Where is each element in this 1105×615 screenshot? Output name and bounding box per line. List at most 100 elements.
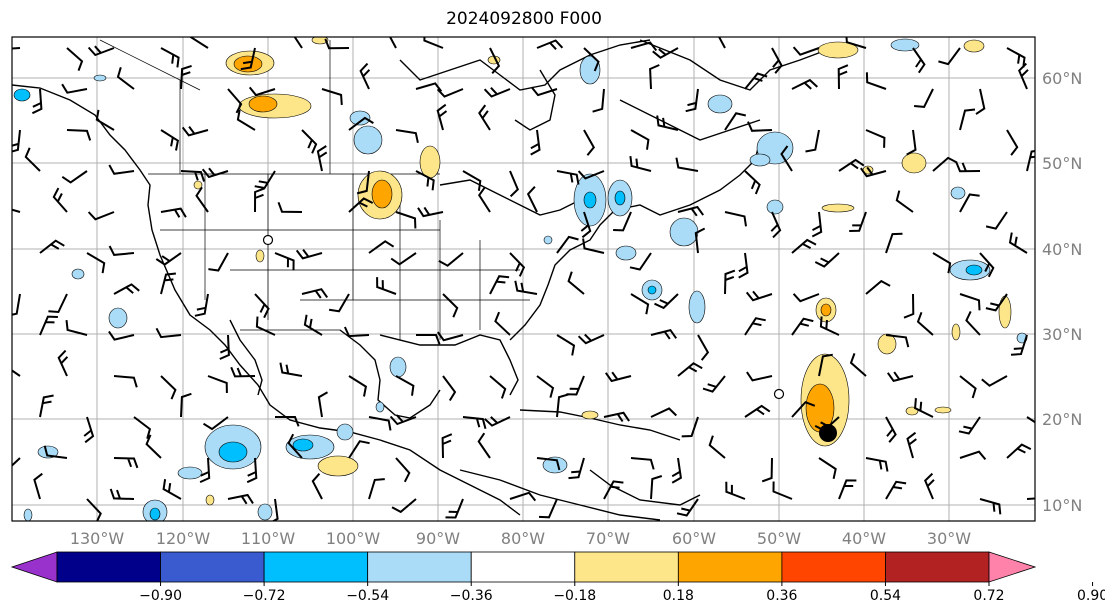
wind-barb [87,45,115,57]
wind-barb [483,87,511,98]
wind-barb [108,164,135,175]
wind-barb [442,375,457,402]
wind-barb [791,317,814,336]
wind-barb [656,115,679,131]
wind-barb [536,375,555,398]
wind-barb [395,211,417,229]
colorbar-segment [781,551,886,583]
wind-barb [744,404,771,418]
wind-barb [324,38,350,50]
colorbar-tick-label: 0.90 [1077,588,1105,604]
wind-barb [12,129,21,153]
wind-barb [162,479,182,500]
wind-barb [180,64,192,90]
wind-barb [791,238,817,254]
wind-barb [113,375,138,388]
wind-barb [630,293,650,315]
wind-barb [301,288,329,299]
wind-barb [445,498,464,519]
wind-barb [113,283,140,295]
wind-barb [603,480,624,500]
wind-barb [924,472,935,500]
graticule [12,37,1035,521]
wind-barb [61,170,88,184]
wind-barb [738,252,749,279]
wind-barb [395,375,415,396]
wind-barb [903,293,915,319]
wind-barb [959,375,977,399]
wind-barb [577,333,605,345]
colorbar-segment [263,551,369,583]
wind-barb [31,88,43,115]
wind-barb [12,293,21,316]
wind-barb [792,293,820,303]
wind-barb [348,375,368,397]
colorbar-tick-label: −0.54 [346,588,389,604]
wind-barb [895,190,914,213]
wind-barb [761,457,773,483]
wind-barb [613,211,632,232]
wind-barb [526,186,538,213]
wind-barb [52,187,68,213]
latitude-labels: 60°N 50°N 40°N 30°N 20°N 10°N [1042,69,1082,515]
wind-barb [271,498,279,521]
wind-barb [133,416,152,439]
wind-barb [484,416,511,427]
wind-barb [536,39,564,50]
wind-barb [556,170,580,185]
wind-barb [66,47,84,71]
wind-barb [932,156,958,172]
wind-barb [865,72,887,90]
wind-barb [932,252,952,274]
wind-barb [343,326,370,338]
wind-barb [958,416,981,435]
wind-barb [702,375,726,393]
positive-contours [193,37,1012,506]
colorbar-ticks: −0.90 −0.72 −0.54 −0.36 −0.18 0.18 0.36 0.54 0.7… [139,582,1105,604]
wind-barb [227,493,254,505]
wind-barb [194,293,209,317]
wind-barb [630,129,650,150]
wind-barb [746,371,773,382]
wind-barb [274,252,295,271]
wind-barb [509,252,526,277]
wind-barb [654,293,679,310]
wind-barb [744,170,761,195]
wind-barb [772,481,793,500]
wind-barb [583,47,600,72]
wind-barb [566,375,585,396]
wind-barb [685,88,699,113]
colorbar-tick-label: −0.36 [450,588,493,604]
wind-barb [885,232,903,254]
wind-barb [301,129,318,154]
wind-barb [202,416,229,431]
wind-barb [1026,416,1035,424]
wind-barb [95,109,115,131]
wind-barb [568,457,585,480]
wind-barb [885,334,910,348]
wind-barb [914,398,934,418]
colorbar-tick-label: 0.54 [870,588,901,604]
wind-barb [708,435,726,459]
wind-barb [12,369,21,377]
lat-label: 40°N [1042,240,1082,259]
colorbar-segment [367,551,472,583]
wind-barb [1008,232,1028,254]
wind-barb [61,83,88,94]
lon-label: 90°W [416,529,460,548]
wind-barb [442,293,459,318]
wind-barb [724,112,747,131]
wind-barb [368,416,392,431]
colorbar-segment [470,551,576,583]
wind-barb [577,170,605,180]
wind-barb [792,46,820,56]
wind-barb [113,457,139,469]
wind-barb [906,431,917,459]
lon-label: 50°W [757,529,801,548]
wind-barb [462,416,487,429]
wind-barb [317,391,329,418]
wind-barb [697,334,710,361]
wind-barb [293,37,303,49]
wind-barb [652,47,679,59]
wind-barb [328,293,350,313]
